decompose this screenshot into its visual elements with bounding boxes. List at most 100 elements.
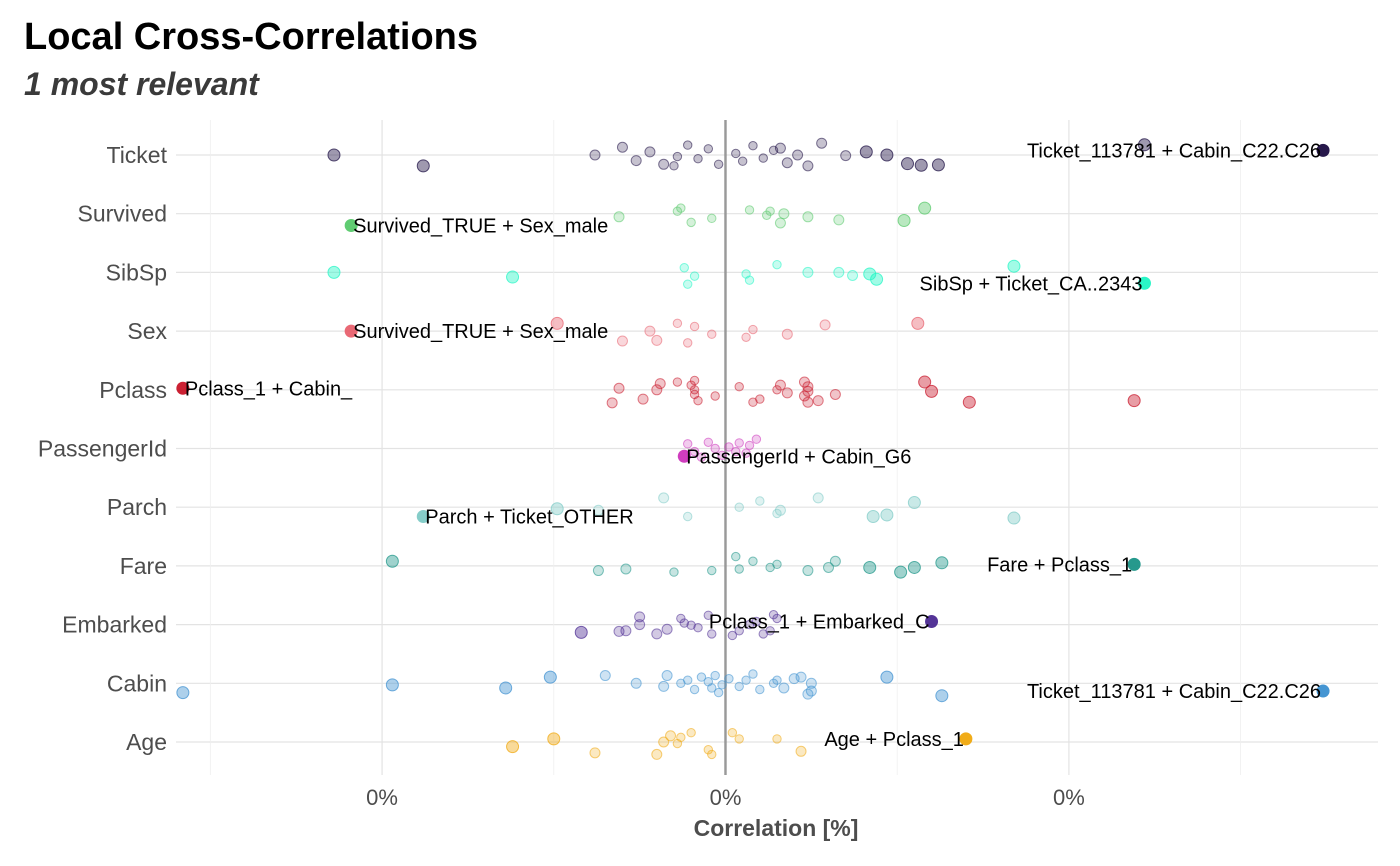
point-sex-10: [741, 332, 751, 342]
point-embarked-7: [676, 613, 686, 624]
point-ticket-18: [703, 144, 714, 154]
y-label-passengerid: PassengerId: [38, 436, 167, 462]
grid-lines: [176, 120, 1378, 775]
point-parch-12: [683, 511, 693, 522]
point-fare-11: [707, 565, 717, 576]
point-parch-11: [550, 502, 564, 516]
point-fare-13: [620, 563, 632, 575]
point-survived-5: [761, 210, 772, 220]
point-sex-8: [644, 325, 656, 337]
highlight-point-cabin: [1316, 684, 1330, 698]
data-points: [176, 137, 1151, 760]
point-pclass-16: [689, 375, 700, 386]
point-parch-2: [880, 508, 894, 522]
point-pclass-9: [781, 387, 793, 399]
point-cabin-24: [658, 680, 670, 692]
point-age-3: [795, 745, 807, 757]
point-sibsp-4: [870, 272, 884, 286]
point-age-6: [658, 736, 670, 748]
point-ticket-28: [774, 142, 786, 154]
point-cabin-31: [724, 673, 734, 684]
annotation-ticket: Ticket_113781 + Cabin_C22.C26: [1027, 140, 1321, 162]
point-passengerid-10: [734, 438, 744, 448]
annotation-pclass: Pclass_1 + Cabin_: [185, 378, 353, 400]
point-sibsp-2: [1007, 259, 1021, 273]
point-fare-3: [894, 565, 908, 579]
point-ticket-5: [880, 148, 894, 162]
point-age-13: [707, 749, 717, 760]
point-sex-3: [689, 321, 700, 332]
point-embarked-9: [634, 619, 646, 631]
highlight-point-survived: [344, 218, 358, 232]
point-embarked-12: [634, 611, 646, 623]
point-age-5: [665, 730, 677, 742]
point-cabin-23: [661, 670, 673, 682]
point-cabin-4: [935, 689, 949, 703]
point-age-8: [676, 732, 686, 743]
point-parch-4: [812, 492, 824, 504]
point-ticket-21: [672, 151, 683, 162]
point-fare-2: [907, 560, 921, 574]
point-ticket-11: [781, 157, 793, 169]
point-sex-9: [672, 318, 683, 329]
point-embarked-20: [613, 625, 625, 637]
point-cabin-13: [755, 684, 765, 695]
point-survived-12: [774, 217, 786, 229]
y-label-fare: Fare: [120, 553, 167, 579]
point-sibsp-3: [863, 267, 877, 281]
point-fare-16: [772, 559, 782, 570]
point-ticket-15: [737, 156, 748, 166]
point-pclass-8: [798, 376, 810, 388]
point-cabin-29: [788, 673, 800, 685]
point-survived-2: [833, 214, 845, 226]
point-sibsp-13: [744, 275, 755, 285]
point-survived-7: [686, 217, 696, 228]
point-ticket-19: [693, 154, 703, 164]
y-label-survived: Survived: [78, 201, 167, 227]
point-sex-6: [819, 319, 831, 331]
point-parch-9: [658, 492, 670, 504]
y-label-ticket: Ticket: [107, 142, 168, 168]
point-ticket-8: [816, 137, 828, 149]
point-pclass-27: [672, 377, 683, 387]
point-parch-0: [1007, 511, 1021, 525]
point-passengerid-3: [710, 443, 720, 454]
point-pclass-22: [812, 395, 824, 407]
point-fare-7: [802, 565, 814, 577]
point-cabin-27: [710, 670, 720, 681]
point-pclass-20: [606, 397, 618, 409]
point-survived-13: [613, 211, 625, 223]
point-pclass-4: [802, 396, 814, 408]
point-sibsp-9: [689, 271, 700, 281]
point-fare-14: [592, 565, 604, 577]
point-pclass-24: [710, 391, 720, 401]
point-passengerid-2: [741, 448, 751, 458]
point-cabin-1: [385, 678, 399, 692]
point-ticket-3: [914, 158, 928, 172]
point-sex-11: [781, 328, 793, 340]
point-pclass-15: [686, 380, 696, 390]
point-pclass-26: [829, 388, 841, 400]
point-survived-0: [918, 201, 932, 215]
annotation-age: Age + Pclass_1: [824, 729, 964, 751]
point-ticket-27: [669, 161, 679, 171]
point-survived-10: [707, 213, 717, 224]
point-sibsp-6: [833, 266, 845, 278]
point-fare-10: [734, 564, 744, 574]
point-ticket-7: [840, 150, 852, 162]
point-pclass-25: [734, 382, 744, 392]
point-age-10: [734, 734, 744, 744]
y-label-cabin: Cabin: [107, 670, 167, 696]
point-pclass-17: [637, 393, 649, 405]
point-cabin-9: [795, 671, 807, 683]
point-fare-15: [731, 551, 741, 562]
point-embarked-14: [661, 623, 673, 635]
annotation-passengerid: PassengerId + Cabin_G6: [686, 446, 911, 468]
point-fare-12: [669, 567, 679, 577]
point-cabin-14: [741, 675, 751, 685]
point-passengerid-8: [724, 442, 734, 452]
point-ticket-29: [931, 158, 945, 172]
point-sibsp-1: [506, 270, 520, 284]
point-cabin-3: [543, 670, 557, 684]
chart-title: Local Cross-Correlations: [24, 16, 478, 58]
